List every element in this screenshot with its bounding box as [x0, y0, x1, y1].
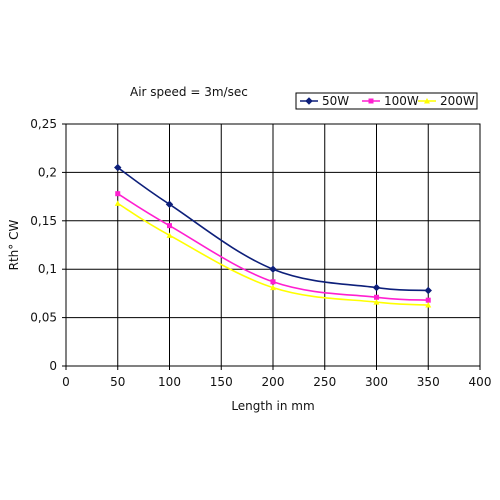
legend-entry-50W: 50W	[300, 94, 349, 108]
legend-entry-100W: 100W	[362, 94, 419, 108]
y-axis-label: Rth° CW	[7, 220, 21, 271]
legend-box	[295, 92, 478, 110]
legend-entry-200W: 200W	[418, 94, 475, 108]
data-point	[424, 286, 432, 295]
x-tick-label: 300	[365, 375, 388, 389]
y-tick-label: 0,15	[30, 214, 57, 228]
x-tick-label: 250	[313, 375, 336, 389]
data-point	[269, 265, 277, 273]
legend-marker	[368, 98, 374, 104]
legend-marker	[424, 98, 430, 104]
x-tick-label: 350	[417, 375, 440, 389]
data-point	[114, 200, 121, 206]
legend-label: 50W	[322, 94, 349, 108]
x-tick-label: 50	[110, 375, 125, 389]
y-tick-label: 0,05	[30, 311, 57, 325]
x-axis-ticks: 0 50 100 150 200 250 300 350 400	[62, 366, 491, 389]
legend: 50W 100W 200W	[295, 92, 478, 110]
legend-label: 100W	[384, 94, 419, 108]
data-point	[425, 297, 431, 303]
series-200W	[114, 200, 432, 308]
legend-marker	[305, 97, 313, 105]
x-tick-label: 200	[262, 375, 285, 389]
x-axis-label: Length in mm	[231, 399, 314, 413]
data-point	[166, 232, 173, 238]
x-tick-label: 400	[469, 375, 492, 389]
y-axis-ticks: 0 0,05 0,1 0,15 0,2 0,25	[30, 117, 66, 373]
x-tick-label: 0	[62, 375, 70, 389]
data-point	[374, 294, 379, 300]
data-point	[270, 284, 276, 291]
grid	[65, 123, 481, 367]
data-point	[115, 191, 121, 197]
y-tick-label: 0,2	[38, 165, 57, 179]
chart-annotation: Air speed = 3m/sec	[130, 85, 248, 99]
data-point	[372, 283, 381, 292]
legend-label: 200W	[440, 94, 475, 108]
y-tick-label: 0,1	[38, 262, 57, 276]
series-group	[114, 163, 432, 308]
series-50W	[114, 163, 432, 295]
data-point	[425, 302, 432, 308]
x-tick-label: 150	[210, 375, 233, 389]
data-point	[114, 163, 122, 172]
series-100W	[115, 191, 431, 303]
data-point	[373, 299, 380, 305]
data-point	[270, 279, 276, 285]
y-tick-label: 0,25	[30, 117, 57, 131]
data-point	[167, 223, 172, 229]
y-tick-label: 0	[49, 359, 57, 373]
data-point	[165, 200, 174, 209]
x-tick-label: 100	[158, 375, 181, 389]
